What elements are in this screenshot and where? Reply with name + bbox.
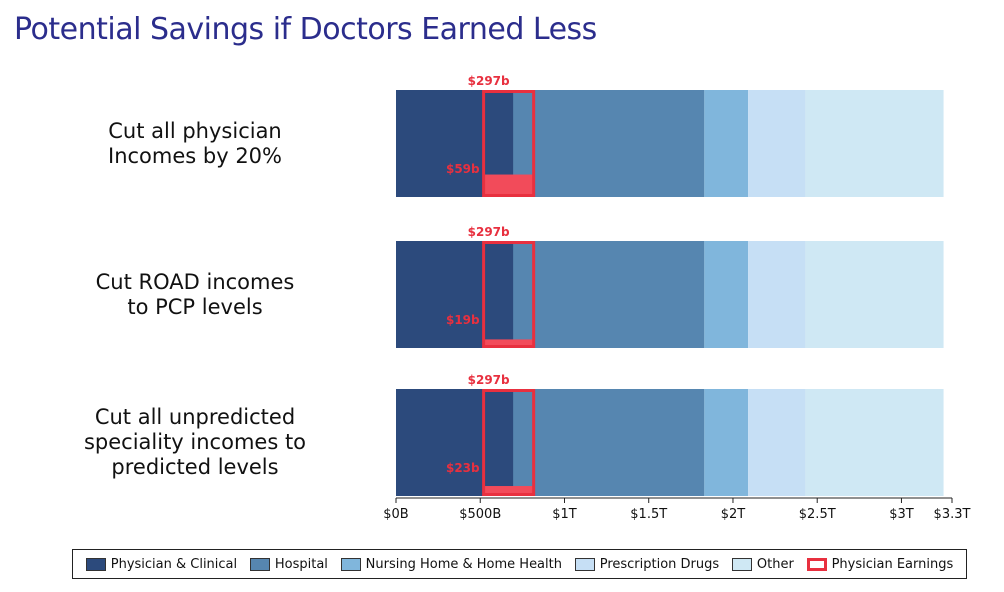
category-label: Cut all unpredicted speciality incomes to… [30,405,360,480]
savings-label: $19b [446,313,480,327]
legend: Physician & Clinical Hospital Nursing Home… [72,549,967,579]
legend-label: Nursing Home & Home Health [365,556,562,572]
savings-fill [483,174,534,195]
legend-item: Nursing Home & Home Health [340,556,562,572]
category-label-line: Cut all physician [108,118,282,143]
bar-segment-other [805,90,944,197]
savings-label: $23b [446,461,480,475]
physician-earnings-box [482,241,536,348]
legend-item: Prescription Drugs [574,556,720,572]
category-label-line: Cut all unpredicted [94,405,296,429]
legend-item: Hospital [249,556,328,572]
legend-swatch [731,557,752,571]
legend-swatch [574,557,595,571]
legend-label: Other [756,556,794,572]
bar-segment-prescription-drugs [748,389,806,496]
x-tick-label: $500B [459,507,501,522]
bar-segment-other [805,241,944,348]
physician-earnings-box [482,389,536,496]
legend-swatch [249,557,270,571]
category-label-line: Cut ROAD incomes [95,269,295,294]
x-tick-label: $2T [721,507,746,522]
x-tick-label: $1T [552,507,577,522]
stacked-bar-chart: $297b $59b $297b $19b $297b $23b $0B $500B $1T $1… [383,74,971,522]
x-tick-label: $1.5T [630,507,667,522]
savings-fill [483,486,534,494]
category-label-line: predicted levels [111,455,279,479]
x-tick-label: $2.5T [799,507,836,522]
legend-item: Other [731,556,794,572]
bar-segment-prescription-drugs [748,241,806,348]
physician-earnings-inner [485,391,514,494]
bar-segment-other [805,389,944,496]
legend-swatch [806,557,827,571]
physician-earnings-box [482,90,536,197]
legend-swatch [85,557,106,571]
category-label-line: Incomes by 20% [108,143,282,168]
legend-label: Physician Earnings [831,556,954,572]
bar-segment-nursing-home-home-health [704,90,749,197]
total-earnings-label: $297b [468,225,510,239]
legend-label: Physician & Clinical [110,556,238,572]
savings-label: $59b [446,162,480,176]
bar-segment-nursing-home-home-health [704,389,749,496]
category-label: Cut all physician Incomes by 20% [30,119,360,169]
total-earnings-label: $297b [468,74,510,88]
bar-segment-nursing-home-home-health [704,241,749,348]
bar-segment-hospital [512,241,705,348]
physician-earnings-inner [485,243,514,346]
x-tick-label: $3T [889,507,914,522]
legend-item: Physician & Clinical [85,556,238,572]
category-label-line: to PCP levels [127,294,263,319]
legend-item: Physician Earnings [806,556,954,572]
legend-label: Hospital [274,556,328,572]
x-tick-label: $0B [383,507,408,522]
category-label-line: speciality incomes to [83,430,307,454]
bar-segment-prescription-drugs [748,90,806,197]
page-title: Potential Savings if Doctors Earned Less [14,12,597,47]
legend-label: Prescription Drugs [599,556,720,572]
category-label: Cut ROAD incomes to PCP levels [30,270,360,320]
savings-fill [483,339,534,346]
bar-segment-hospital [512,90,705,197]
total-earnings-label: $297b [468,373,510,387]
x-tick-label: $3.3T [934,507,971,522]
legend-swatch [340,557,361,571]
bar-segment-hospital [512,389,705,496]
